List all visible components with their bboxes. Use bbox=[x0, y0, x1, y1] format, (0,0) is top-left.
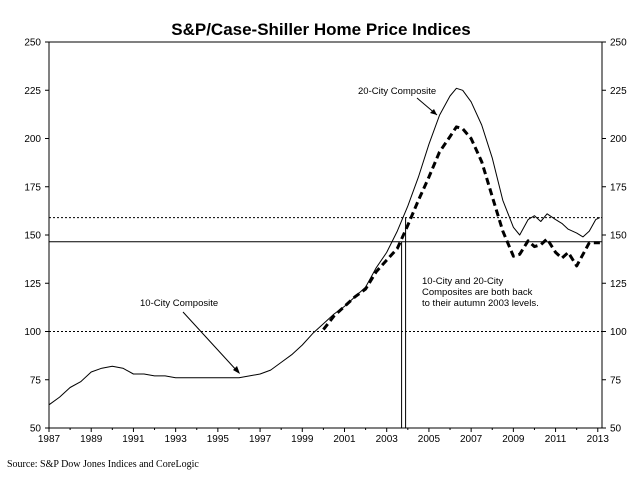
x-tick-label: 1987 bbox=[38, 434, 61, 445]
series-line-10-city bbox=[48, 87, 601, 406]
y-tick-label-left: 175 bbox=[24, 182, 41, 193]
autumn-2003-marker bbox=[401, 217, 407, 428]
note-line-3: to their autumn 2003 levels. bbox=[422, 298, 539, 309]
y-tick-label-left: 225 bbox=[24, 86, 41, 97]
label-20-city: 20-City Composite bbox=[358, 86, 436, 97]
x-tick-label: 2007 bbox=[460, 434, 483, 445]
note-line-2: Composites are both back bbox=[422, 287, 533, 298]
y-axis-left: 50 75 100 125 150 175 200 225 250 bbox=[24, 38, 49, 435]
y-tick-label-right: 225 bbox=[610, 86, 627, 97]
x-tick-label: 2013 bbox=[587, 434, 610, 445]
y-tick-label-left: 200 bbox=[24, 134, 41, 145]
y-tick-label-right: 100 bbox=[610, 327, 627, 338]
y-tick-label-right: 175 bbox=[610, 182, 627, 193]
arrow-10-city-head bbox=[233, 366, 240, 374]
chart-title: S&P/Case-Shiller Home Price Indices bbox=[171, 20, 471, 39]
y-tick-label-left: 50 bbox=[30, 424, 42, 435]
x-tick-label: 1999 bbox=[291, 434, 314, 445]
plot-frame bbox=[48, 41, 603, 429]
y-tick-label-left: 75 bbox=[30, 375, 42, 386]
x-tick-label: 2005 bbox=[418, 434, 441, 445]
arrow-10-city bbox=[182, 311, 239, 373]
arrow-20-city-head bbox=[430, 109, 437, 115]
source-note: Source: S&P Dow Jones Indices and CoreLo… bbox=[7, 459, 199, 470]
y-tick-label-left: 125 bbox=[24, 279, 41, 290]
x-tick-label: 2003 bbox=[376, 434, 399, 445]
x-tick-label: 1997 bbox=[249, 434, 272, 445]
y-tick-label-left: 150 bbox=[24, 231, 41, 242]
y-tick-label-left: 250 bbox=[24, 38, 41, 49]
series-line-20-city bbox=[322, 125, 600, 331]
y-tick-label-left: 100 bbox=[24, 327, 41, 338]
series-layer bbox=[48, 87, 601, 406]
x-axis: 1987 1989 1991 1993 1995 1997 1999 2001 2003 2005… bbox=[38, 428, 609, 445]
y-tick-label-right: 150 bbox=[610, 231, 627, 242]
x-tick-label: 1993 bbox=[165, 434, 188, 445]
y-tick-label-right: 50 bbox=[610, 424, 622, 435]
x-tick-label: 1989 bbox=[80, 434, 103, 445]
y-tick-label-right: 75 bbox=[610, 375, 622, 386]
x-tick-label: 1991 bbox=[122, 434, 145, 445]
y-tick-label-right: 250 bbox=[610, 38, 627, 49]
x-tick-label: 2011 bbox=[545, 434, 567, 445]
note-line-1: 10-City and 20-City bbox=[422, 276, 504, 287]
label-10-city: 10-City Composite bbox=[140, 298, 218, 309]
x-tick-label: 1995 bbox=[207, 434, 230, 445]
y-axis-right: 50 75 100 125 150 175 200 225 250 bbox=[602, 38, 627, 435]
x-tick-label: 2001 bbox=[333, 434, 356, 445]
y-tick-label-right: 125 bbox=[610, 279, 627, 290]
x-tick-label: 2009 bbox=[502, 434, 525, 445]
y-tick-label-right: 200 bbox=[610, 134, 627, 145]
